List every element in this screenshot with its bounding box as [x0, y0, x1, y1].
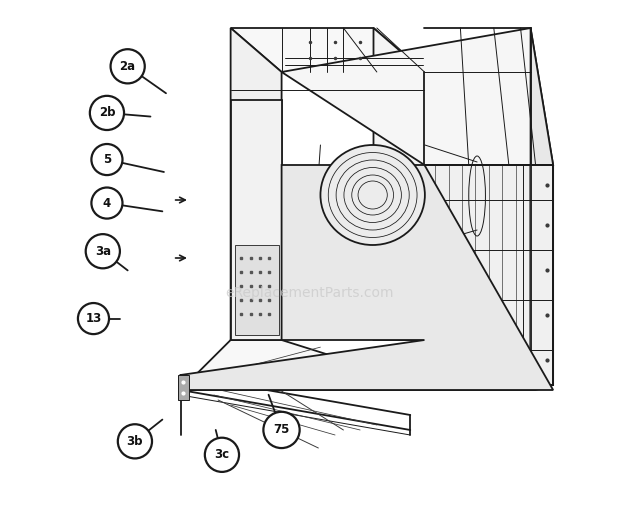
Text: 2a: 2a — [120, 60, 136, 73]
Circle shape — [264, 412, 299, 448]
Circle shape — [110, 49, 144, 83]
Text: eReplacementParts.com: eReplacementParts.com — [226, 285, 394, 300]
Text: 3a: 3a — [95, 244, 111, 258]
Text: 5: 5 — [103, 153, 111, 166]
Polygon shape — [281, 28, 553, 165]
Polygon shape — [373, 28, 425, 340]
Ellipse shape — [321, 145, 425, 245]
Circle shape — [205, 438, 239, 472]
Polygon shape — [231, 28, 425, 72]
Polygon shape — [231, 100, 281, 340]
Circle shape — [118, 424, 152, 458]
Polygon shape — [235, 245, 279, 335]
Polygon shape — [178, 375, 189, 400]
Text: 4: 4 — [103, 196, 111, 210]
Text: 3c: 3c — [215, 448, 229, 462]
Circle shape — [91, 188, 123, 219]
Polygon shape — [531, 28, 553, 385]
Text: 13: 13 — [86, 312, 102, 325]
Text: 2b: 2b — [99, 106, 115, 120]
Polygon shape — [425, 165, 553, 385]
Polygon shape — [180, 165, 553, 390]
Polygon shape — [180, 340, 553, 390]
Polygon shape — [231, 28, 281, 340]
Text: 75: 75 — [273, 423, 290, 437]
Circle shape — [91, 144, 123, 175]
Circle shape — [78, 303, 109, 334]
Text: 3b: 3b — [126, 435, 143, 448]
Circle shape — [86, 234, 120, 268]
Circle shape — [90, 96, 124, 130]
